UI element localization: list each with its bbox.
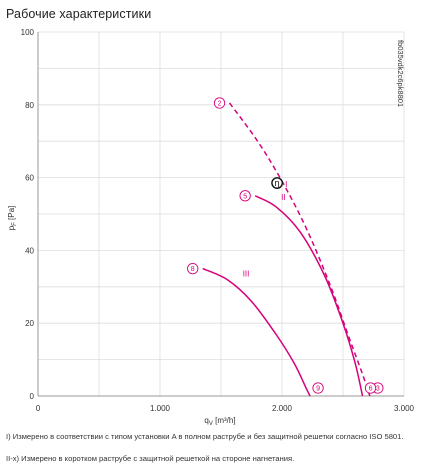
- tick-labels: 0 1.000 2.000 3.000 0 20 40 60 80 100: [21, 28, 415, 413]
- y-tick-label: 40: [25, 246, 34, 255]
- y-tick-label: 0: [30, 392, 35, 401]
- y-tick-label: 100: [21, 28, 35, 37]
- page-title: Рабочие характеристики: [6, 7, 152, 21]
- footnote-2: II-x) Измерено в коротком раструбе с защ…: [6, 454, 295, 463]
- markers: 2 3 5 6 8 9 η: [187, 97, 384, 394]
- series-line-ii: [254, 195, 364, 397]
- grid: [37, 31, 405, 397]
- axes: [37, 32, 404, 397]
- series-start-marker-label: 8: [191, 266, 195, 273]
- y-tick-label: 20: [25, 319, 34, 328]
- series-end-marker-label: 6: [369, 386, 373, 393]
- series-end-marker: [312, 382, 324, 394]
- series-start-marker-label: 2: [218, 101, 222, 108]
- series-line-i: [228, 102, 371, 397]
- x-tick-label: 1.000: [150, 404, 171, 413]
- series-end-marker: [364, 382, 377, 394]
- y-axis-label: pF [Pa]: [7, 206, 18, 231]
- efficiency-marker-label: η: [274, 179, 279, 189]
- footnote-1: I) Измерено в соответствии с типом устан…: [6, 432, 404, 441]
- efficiency-marker: [271, 177, 284, 189]
- side-code-label: fb035vdk2c6pk8801: [396, 40, 405, 107]
- series-end-marker-label: 3: [376, 386, 380, 393]
- y-tick-label: 60: [25, 174, 34, 183]
- series-end-marker-label: 9: [316, 386, 320, 393]
- y-tick-label: 80: [25, 101, 34, 110]
- x-tick-label: 0: [36, 404, 41, 413]
- x-tick-label: 3.000: [394, 404, 415, 413]
- series-start-marker: [239, 190, 251, 202]
- series-start-marker-label: 5: [243, 193, 247, 200]
- x-axis-label: qV [m³/h]: [204, 416, 235, 427]
- series-start-marker: [213, 97, 226, 109]
- series-line-iii: [202, 267, 311, 397]
- series-roman-label: II: [281, 193, 285, 202]
- series-roman-label: III: [243, 270, 250, 279]
- x-tick-label: 2.000: [272, 404, 293, 413]
- series-start-marker: [187, 262, 199, 275]
- series-roman-label: I: [285, 180, 287, 189]
